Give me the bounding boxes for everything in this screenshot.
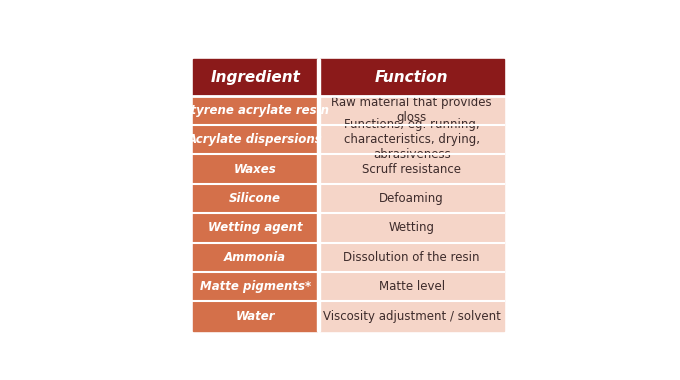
Text: Wetting: Wetting — [389, 222, 435, 234]
Text: Matte pigments*: Matte pigments* — [200, 280, 311, 293]
Text: Waxes: Waxes — [234, 163, 277, 176]
Text: Matte level: Matte level — [379, 280, 445, 293]
Bar — [320, 213, 504, 242]
Bar — [318, 59, 320, 331]
Text: Wetting agent: Wetting agent — [208, 222, 303, 234]
Bar — [193, 154, 318, 184]
Text: Ingredient: Ingredient — [210, 70, 300, 85]
Bar — [193, 301, 318, 331]
Text: Styrene acrylate resin: Styrene acrylate resin — [182, 104, 328, 117]
Bar — [320, 125, 504, 154]
Bar — [193, 213, 318, 242]
Text: Viscosity adjustment / solvent: Viscosity adjustment / solvent — [323, 310, 500, 323]
Text: Defoaming: Defoaming — [379, 192, 444, 205]
Bar — [193, 272, 318, 301]
Text: Silicone: Silicone — [229, 192, 282, 205]
Bar — [193, 125, 318, 154]
Text: Dissolution of the resin: Dissolution of the resin — [343, 251, 480, 264]
Bar — [320, 154, 504, 184]
Text: Raw material that provides
gloss: Raw material that provides gloss — [331, 96, 492, 124]
Text: Scruff resistance: Scruff resistance — [362, 163, 461, 176]
Bar — [193, 242, 318, 272]
Bar — [193, 95, 318, 125]
Text: Function: Function — [375, 70, 449, 85]
Text: Acrylate dispersions: Acrylate dispersions — [188, 133, 322, 146]
Text: Functions, eg. running,
characteristics, drying,
abrasiveness: Functions, eg. running, characteristics,… — [344, 118, 480, 161]
Bar — [320, 301, 504, 331]
Bar — [193, 59, 318, 95]
Text: Ammonia: Ammonia — [224, 251, 286, 264]
Bar — [320, 95, 504, 125]
Bar — [193, 184, 318, 213]
Bar — [320, 184, 504, 213]
Text: Water: Water — [235, 310, 275, 323]
Bar — [320, 59, 504, 95]
Bar — [320, 272, 504, 301]
Bar — [320, 242, 504, 272]
